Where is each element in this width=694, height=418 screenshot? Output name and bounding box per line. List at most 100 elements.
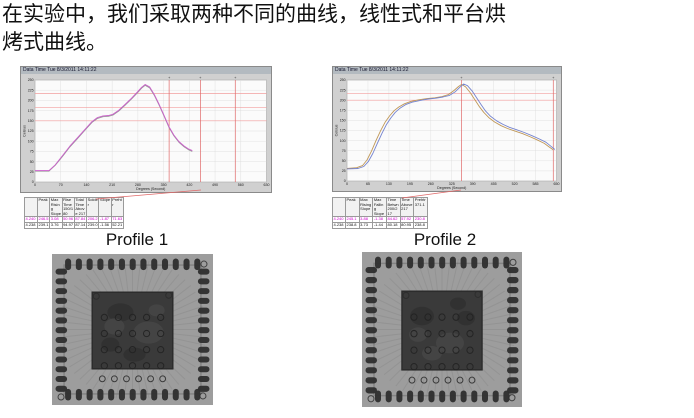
x-tick-label: 210: [109, 183, 115, 187]
chip-lead: [365, 367, 377, 374]
column-header: Max Rising Slope: [358, 196, 374, 218]
void-marker: [509, 258, 517, 266]
table-cell: 239.0: [86, 222, 100, 229]
profile1-curve: [35, 84, 193, 172]
die-attach-void: [107, 303, 134, 322]
void-marker: [135, 375, 142, 383]
void-marker: [508, 394, 516, 402]
table-header-row: Peak Max Rising Slope Max Falling Slope Tim…: [332, 196, 428, 218]
column-header: Total Time Above 217: [73, 196, 88, 218]
void-marker: [142, 346, 151, 354]
table-cell: 80.18: [385, 222, 401, 229]
void-marker: [157, 329, 165, 338]
chip-lead: [507, 347, 519, 354]
table-cell: 4.238: [332, 222, 346, 229]
void-marker: [142, 329, 151, 338]
x-tick-label: 130: [386, 182, 392, 186]
table-cell: -1.44: [372, 222, 387, 229]
x-tick-label: 630: [264, 183, 270, 187]
column-header: Solder: [86, 196, 100, 218]
chip-lead: [507, 337, 519, 344]
column-header: Peak: [36, 196, 51, 218]
chip-lead: [55, 376, 68, 383]
void-marker: [452, 346, 460, 354]
x-tick-label: 65: [366, 182, 370, 186]
chip-lead: [365, 347, 377, 354]
xray-image-profile2: [362, 252, 522, 407]
chip-lead: [417, 390, 424, 403]
y-tick-label: 125: [28, 129, 34, 133]
x-tick-label: 520: [512, 182, 518, 186]
chip-lead: [417, 256, 424, 269]
chip-lead: [197, 317, 210, 324]
x-tick-label: 585: [533, 182, 539, 186]
chip-lead: [118, 388, 125, 401]
chip-lead: [197, 346, 210, 353]
die-attach-void: [148, 304, 165, 317]
column-header: Max Falling Slope: [372, 196, 387, 218]
chip-lead: [197, 278, 210, 285]
void-marker: [424, 346, 432, 354]
x-tick-label: 140: [83, 183, 89, 187]
chip-lead: [108, 388, 115, 401]
void-marker: [438, 362, 446, 371]
chip-lead: [151, 258, 158, 271]
chip-lead: [365, 377, 377, 384]
chip-lead: [140, 388, 147, 401]
y-tick-label: 100: [28, 139, 34, 143]
chip-lead: [197, 376, 210, 383]
cursor-marker: +: [234, 75, 237, 80]
chip-lead: [385, 390, 392, 403]
column-header: Time Betwn 200/217: [385, 196, 401, 218]
chip-lead: [507, 277, 519, 284]
chip-lead: [492, 390, 499, 403]
table-header-row: Peak Max Rising Slope Rise Time 150/180 Tot…: [24, 196, 125, 218]
chip-lead: [75, 388, 82, 401]
y-tick-label: 100: [340, 139, 346, 143]
table-cell: 87.14: [73, 222, 88, 229]
cursor-marker: +: [199, 75, 202, 80]
chip-lead: [55, 288, 68, 295]
x-tick-label: 560: [238, 183, 244, 187]
x-tick-label: 0: [346, 182, 348, 186]
paragraph-line-2: 烤式曲线。: [2, 30, 107, 54]
chip-lead: [55, 317, 68, 324]
y-tick-label: 200: [28, 99, 34, 103]
void-marker: [157, 362, 165, 370]
chip-lead: [439, 256, 446, 269]
chip-lead: [183, 388, 190, 401]
y-tick-label: 0: [344, 179, 346, 183]
table-cell: 50.96: [61, 216, 75, 223]
chip-lead: [365, 277, 377, 284]
y-tick-label: 150: [340, 119, 346, 123]
chip-lead: [507, 307, 519, 314]
chip-lead: [55, 346, 68, 353]
chip-lead: [129, 388, 136, 401]
void-marker: [410, 346, 418, 354]
chip-lead: [151, 388, 158, 401]
chip-lead: [503, 256, 510, 269]
die-attach-void: [422, 346, 442, 361]
x-tick-label: 350: [161, 183, 167, 187]
chip-lead: [507, 387, 519, 394]
chip-lead: [365, 317, 377, 324]
y-tick-label: 150: [28, 119, 34, 123]
profile1-chart-window: Data Time Tue 8/3/2011 14:11:22 0 70 140 21…: [20, 66, 272, 193]
void-marker: [424, 362, 432, 371]
chip-lead: [86, 258, 93, 271]
chip-lead: [183, 258, 190, 271]
chip-lead: [55, 278, 68, 285]
profile1-chart: 0 70 140 210 280 350 420 490 560 6300255075100125…: [23, 75, 270, 191]
chip-lead: [482, 256, 488, 269]
chip-lead: [55, 356, 68, 363]
profile1-label: Profile 1: [105, 230, 169, 249]
void-marker: [114, 346, 123, 354]
chip-lead: [55, 327, 68, 334]
y-axis-label: Celsius: [23, 125, 27, 137]
chip-lead: [172, 258, 179, 271]
x-tick-label: 650: [554, 182, 560, 186]
void-marker: [468, 376, 476, 384]
x-tick-label: 280: [135, 183, 141, 187]
table-row: 4.238 239.1 3.76 94.97 87.14 239.0 -1.56 52.21: [24, 222, 125, 229]
